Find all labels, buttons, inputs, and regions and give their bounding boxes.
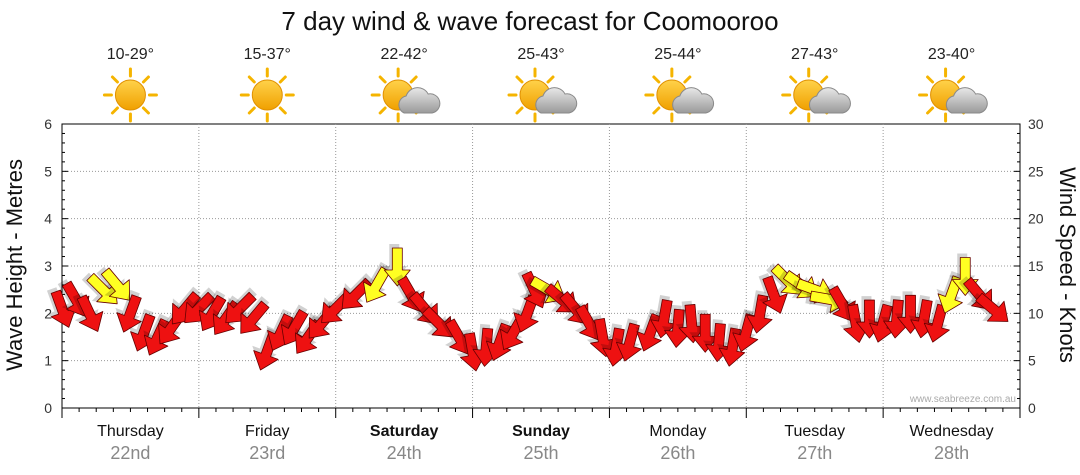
wind-arrow <box>758 273 788 314</box>
day-temperature: 25-44° <box>654 46 701 63</box>
left-axis-ticks: 0 1 2 3 4 5 6 <box>44 116 52 416</box>
left-tick-label: 4 <box>44 211 52 227</box>
left-tick-label: 5 <box>44 163 52 179</box>
day-labels: Thursday 22nd Friday 23rd Saturday 24th Sunday… <box>97 423 994 463</box>
day-date: 27th <box>797 443 832 463</box>
day-name: Wednesday <box>909 423 993 440</box>
day-date: 28th <box>934 443 969 463</box>
right-tick-label: 5 <box>1028 353 1036 369</box>
wind-arrow <box>840 300 870 343</box>
left-axis-label: Wave Height - Metres <box>2 159 27 371</box>
wind-arrow <box>115 289 142 333</box>
left-tick-label: 3 <box>44 258 52 274</box>
temperature-row: 10-29° 15-37° 22-42° 25-43° 25-44° 27-43° 23-4… <box>107 46 975 63</box>
weather-icon-row <box>102 67 988 123</box>
left-tick-label: 6 <box>44 116 52 132</box>
right-tick-label: 15 <box>1028 258 1044 274</box>
day-date: 23rd <box>249 443 285 463</box>
left-tick-label: 1 <box>44 353 52 369</box>
day-name: Monday <box>649 423 706 440</box>
sunny-icon <box>102 67 158 123</box>
day-temperature: 22-42° <box>380 46 427 63</box>
right-tick-label: 10 <box>1028 305 1044 321</box>
partly-cloudy-icon <box>781 67 851 123</box>
day-name: Saturday <box>370 423 439 440</box>
day-temperature: 15-37° <box>244 46 291 63</box>
day-date: 26th <box>660 443 695 463</box>
day-temperature: 25-43° <box>517 46 564 63</box>
wind-arrow <box>362 261 391 303</box>
day-temperature: 27-43° <box>791 46 838 63</box>
wind-arrow <box>614 318 642 362</box>
wind-arrow <box>417 305 453 338</box>
partly-cloudy-icon <box>370 67 441 123</box>
partly-cloudy-icon <box>507 67 578 123</box>
wind-arrow <box>72 292 104 332</box>
watermark: www.seabreeze.com.au <box>909 394 1016 405</box>
left-tick-label: 0 <box>44 400 52 416</box>
left-tick-label: 2 <box>44 305 52 321</box>
sunny-icon <box>239 67 295 123</box>
day-date: 22nd <box>110 443 150 463</box>
wind-arrow <box>517 268 549 309</box>
plot-frame <box>61 123 1021 409</box>
wind-arrow <box>96 266 130 301</box>
day-name: Thursday <box>97 423 164 440</box>
day-date: 24th <box>387 443 422 463</box>
right-tick-label: 20 <box>1028 211 1044 227</box>
wind-arrow <box>867 299 896 343</box>
wind-arrow <box>381 244 411 287</box>
wind-arrow <box>586 314 617 358</box>
right-axis-ticks: 0 5 10 15 20 25 30 <box>1028 116 1044 416</box>
wind-arrow-series <box>46 244 1009 372</box>
wind-arrow <box>240 296 270 334</box>
partly-cloudy-icon <box>918 67 988 123</box>
day-name: Sunday <box>512 423 570 440</box>
wind-arrow <box>970 292 1009 322</box>
day-temperature: 10-29° <box>107 46 154 63</box>
chart-title: 7 day wind & wave forecast for Coomooroo <box>281 6 778 36</box>
chart-grid <box>61 123 1021 418</box>
day-name: Tuesday <box>784 423 845 440</box>
partly-cloudy-icon <box>644 67 715 123</box>
right-axis-label: Wind Speed - Knots <box>1055 167 1080 363</box>
day-name: Friday <box>245 423 289 440</box>
day-date: 25th <box>523 443 558 463</box>
right-tick-label: 30 <box>1028 116 1044 132</box>
day-temperature: 23-40° <box>928 46 975 63</box>
right-tick-label: 0 <box>1028 400 1036 416</box>
right-tick-label: 25 <box>1028 163 1044 179</box>
